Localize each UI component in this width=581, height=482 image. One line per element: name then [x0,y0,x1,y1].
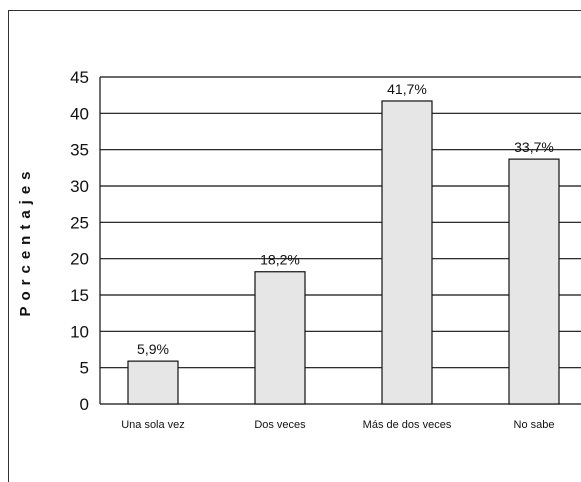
bar [508,158,560,405]
bar [127,360,179,405]
y-tick-label: 35 [70,141,89,160]
data-label: 18,2% [260,252,300,268]
x-category-labels: Una sola vez Dos veces Más de dos veces No … [121,419,554,431]
bar [254,271,306,405]
y-tick-label: 5 [80,359,89,378]
bars [127,100,560,405]
data-label: 33,7% [514,139,554,155]
x-category-label: Una sola vez [121,419,185,431]
y-tick-label: 15 [70,286,89,305]
y-tick-label: 40 [70,104,89,123]
gridlines [99,76,581,405]
y-tick-label: 20 [70,250,89,269]
y-axis-title: Porcentajes [17,165,34,316]
y-tick-label: 45 [70,68,89,87]
x-category-label: No sabe [514,419,555,431]
x-category-label: Dos veces [254,419,306,431]
y-tick-label: 25 [70,213,89,232]
data-label: 41,7% [387,81,427,97]
data-labels: 5,9% 18,2% 41,7% 33,7% [137,81,554,357]
y-tick-label: 10 [70,322,89,341]
y-tick-labels: 0 5 10 15 20 25 30 35 40 45 [70,68,89,414]
x-category-label: Más de dos veces [363,419,452,431]
bar [381,100,433,405]
data-label: 5,9% [137,341,169,357]
chart-frame [8,10,581,482]
y-tick-label: 30 [70,177,89,196]
y-tick-label: 0 [80,395,89,414]
